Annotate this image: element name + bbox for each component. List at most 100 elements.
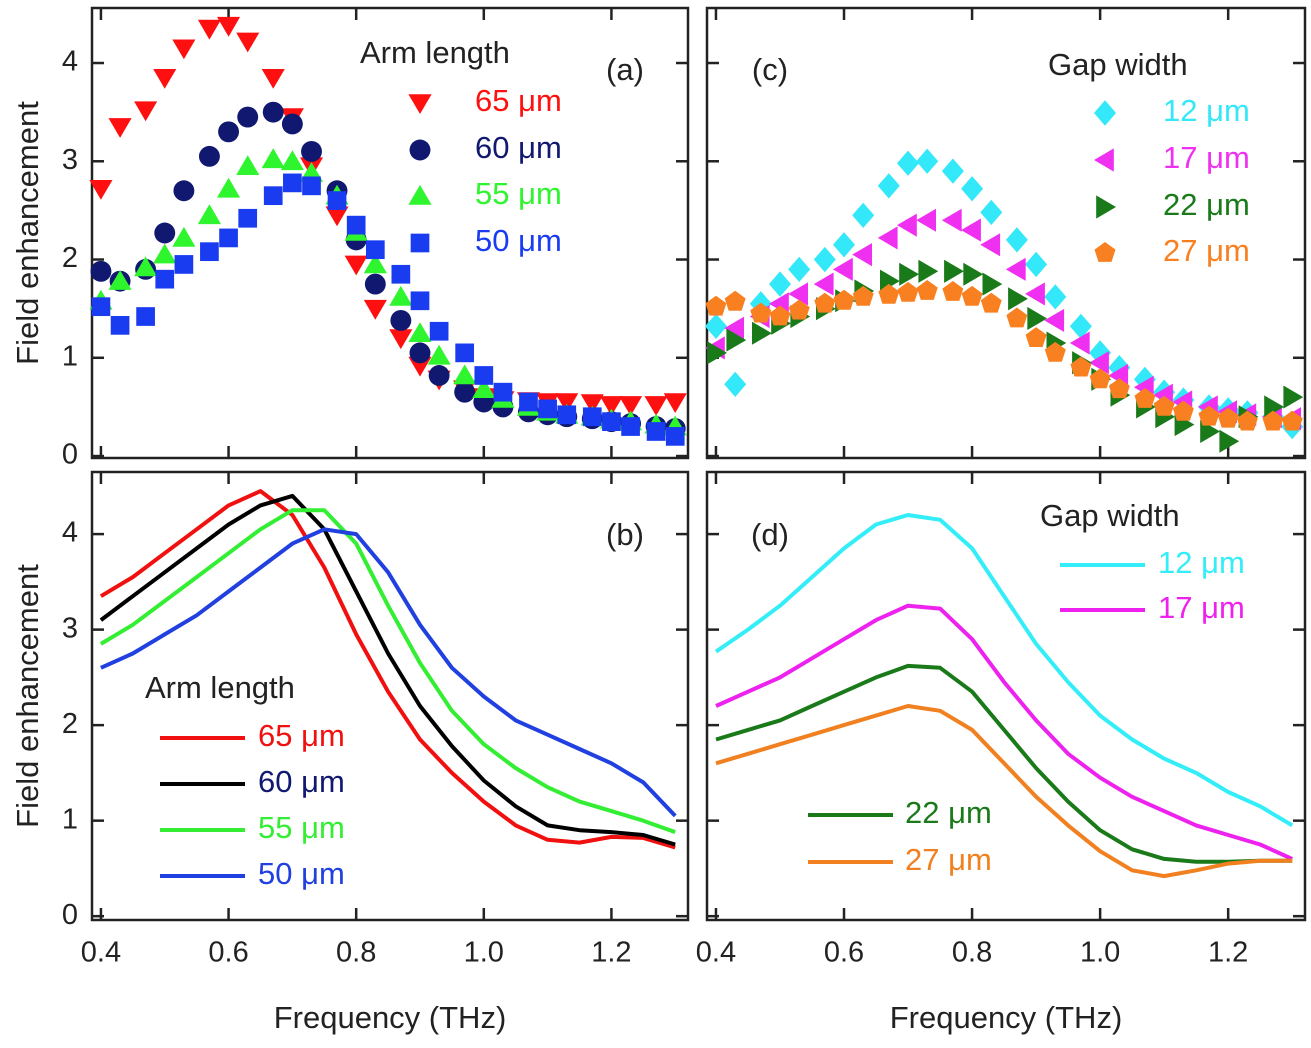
line bbox=[714, 513, 1294, 828]
marker bbox=[788, 299, 810, 320]
y-tick-label: 2 bbox=[62, 708, 78, 740]
marker bbox=[410, 291, 430, 311]
marker bbox=[238, 208, 258, 228]
marker bbox=[941, 208, 962, 232]
marker bbox=[1027, 306, 1048, 330]
marker bbox=[942, 281, 964, 301]
marker bbox=[197, 19, 221, 40]
marker bbox=[302, 176, 321, 196]
legend-marker bbox=[408, 94, 432, 114]
marker bbox=[580, 394, 604, 414]
marker bbox=[538, 399, 557, 419]
marker bbox=[409, 342, 431, 364]
x-tick-label: 0.8 bbox=[952, 937, 992, 969]
marker bbox=[363, 299, 387, 320]
marker bbox=[153, 69, 177, 89]
legend-marker bbox=[1094, 148, 1114, 172]
y-axis-label: Field enhancement bbox=[10, 101, 45, 365]
plot-frame bbox=[705, 6, 1307, 460]
marker bbox=[389, 285, 413, 306]
marker bbox=[108, 118, 132, 138]
line bbox=[715, 603, 1294, 861]
marker bbox=[599, 396, 623, 416]
legend-label: 17 μm bbox=[1163, 140, 1250, 175]
marker bbox=[1134, 388, 1156, 408]
marker bbox=[110, 316, 130, 335]
marker bbox=[750, 302, 772, 323]
marker bbox=[724, 290, 746, 311]
marker bbox=[705, 295, 727, 316]
line bbox=[99, 493, 676, 847]
marker bbox=[474, 366, 494, 385]
legend-marker bbox=[1094, 242, 1116, 262]
marker bbox=[582, 407, 602, 427]
marker bbox=[198, 145, 220, 167]
marker bbox=[236, 155, 260, 175]
marker bbox=[237, 106, 259, 128]
legend-label: 65 μm bbox=[475, 83, 562, 118]
marker bbox=[136, 307, 155, 326]
marker bbox=[916, 148, 939, 174]
marker bbox=[707, 341, 727, 365]
marker bbox=[1217, 407, 1239, 428]
marker bbox=[877, 226, 898, 250]
marker bbox=[365, 240, 385, 260]
marker bbox=[261, 69, 285, 89]
plot-frame bbox=[705, 470, 1307, 922]
marker bbox=[752, 321, 772, 345]
marker bbox=[1283, 385, 1304, 409]
legend-label: 22 μm bbox=[905, 795, 992, 830]
marker bbox=[833, 232, 855, 258]
marker bbox=[878, 283, 900, 304]
y-tick-label: 3 bbox=[62, 144, 78, 176]
marker bbox=[1108, 355, 1131, 381]
marker bbox=[427, 344, 451, 365]
marker bbox=[283, 173, 302, 193]
legend-label: 60 μm bbox=[475, 130, 562, 165]
marker bbox=[788, 256, 811, 282]
marker bbox=[153, 243, 177, 264]
marker bbox=[961, 285, 983, 306]
marker bbox=[813, 246, 836, 273]
marker bbox=[408, 356, 432, 377]
marker bbox=[390, 309, 412, 331]
marker bbox=[89, 180, 113, 200]
marker bbox=[1108, 378, 1130, 399]
marker bbox=[1044, 341, 1066, 362]
panel: 0 1 2 3 4 Field enhancement (a) Arm length 65 μm… bbox=[10, 6, 690, 471]
marker bbox=[172, 39, 196, 60]
y-tick-label: 4 bbox=[62, 517, 78, 549]
marker bbox=[429, 321, 449, 341]
plot-frame bbox=[90, 470, 690, 922]
marker bbox=[1262, 410, 1284, 431]
marker bbox=[1153, 395, 1175, 416]
marker bbox=[644, 396, 668, 416]
marker bbox=[602, 412, 621, 431]
line bbox=[99, 508, 676, 834]
marker bbox=[916, 208, 936, 232]
panel: (c) Gap width 12 μm 17 μm 22 μm 27 μm bbox=[705, 6, 1307, 460]
panel-label: (a) bbox=[606, 52, 644, 87]
marker bbox=[262, 101, 284, 123]
marker bbox=[646, 422, 666, 441]
marker bbox=[961, 218, 981, 242]
plot-frame bbox=[90, 6, 690, 460]
marker bbox=[557, 405, 577, 425]
marker bbox=[217, 177, 241, 198]
marker bbox=[408, 322, 432, 342]
marker bbox=[346, 215, 366, 235]
y-tick-label: 1 bbox=[62, 340, 78, 372]
marker bbox=[1069, 313, 1092, 339]
x-tick-label: 0.4 bbox=[81, 937, 121, 969]
marker bbox=[325, 206, 349, 227]
marker bbox=[769, 271, 791, 297]
marker bbox=[980, 292, 1002, 313]
y-tick-label: 4 bbox=[62, 46, 78, 78]
marker bbox=[982, 272, 1003, 296]
marker bbox=[1025, 282, 1045, 306]
x-tick-label: 1.2 bbox=[591, 937, 631, 969]
marker bbox=[621, 417, 640, 436]
legend-marker bbox=[409, 139, 431, 161]
marker bbox=[833, 289, 855, 310]
